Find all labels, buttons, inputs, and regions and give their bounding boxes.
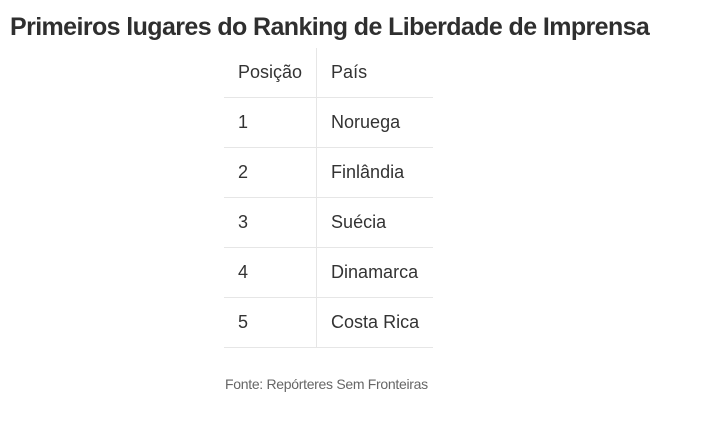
country-cell: Noruega bbox=[316, 97, 434, 148]
country-cell: Dinamarca bbox=[316, 247, 434, 298]
column-header-position: Posição bbox=[224, 48, 318, 98]
position-cell: 2 bbox=[224, 147, 318, 198]
table-row: 3 Suécia bbox=[224, 197, 434, 248]
page-title: Primeiros lugares do Ranking de Liberdad… bbox=[10, 13, 650, 41]
country-cell: Costa Rica bbox=[316, 297, 434, 348]
position-cell: 4 bbox=[224, 247, 318, 298]
table-header-row: Posição País bbox=[224, 48, 434, 98]
position-cell: 1 bbox=[224, 97, 318, 148]
position-cell: 5 bbox=[224, 297, 318, 348]
column-header-country: País bbox=[316, 48, 434, 98]
position-cell: 3 bbox=[224, 197, 318, 248]
table-row: 1 Noruega bbox=[224, 97, 434, 148]
ranking-table: Posição País 1 Noruega 2 Finlândia 3 Sué… bbox=[224, 48, 434, 348]
country-cell: Finlândia bbox=[316, 147, 434, 198]
source-caption: Fonte: Repórteres Sem Fronteiras bbox=[225, 376, 428, 392]
table-row: 2 Finlândia bbox=[224, 147, 434, 198]
table-row: 5 Costa Rica bbox=[224, 297, 434, 348]
table-row: 4 Dinamarca bbox=[224, 247, 434, 298]
country-cell: Suécia bbox=[316, 197, 434, 248]
